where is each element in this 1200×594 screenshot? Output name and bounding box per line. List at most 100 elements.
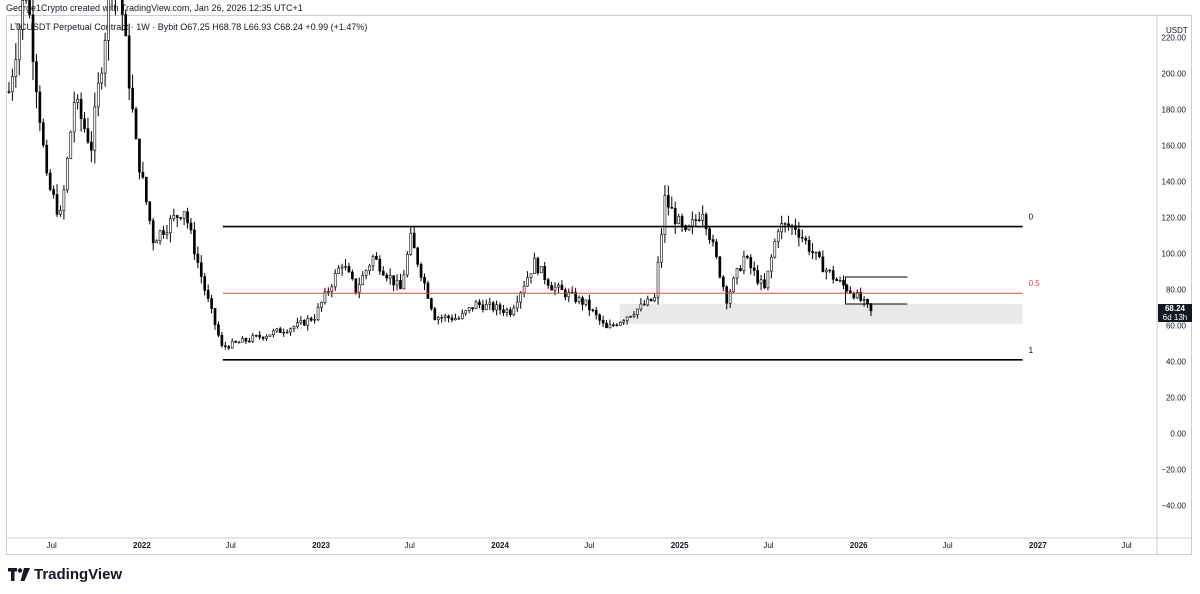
candle-body (464, 310, 468, 314)
candle-body (361, 275, 365, 286)
price-tick-label: 160.00 (1162, 142, 1187, 151)
tradingview-logo[interactable]: TradingView (8, 566, 122, 583)
candle-body (797, 229, 801, 238)
candle-body (138, 138, 141, 173)
candle-body (591, 309, 595, 311)
candle-body (148, 201, 152, 221)
price-tick-label: 140.00 (1162, 178, 1187, 187)
symbol-legend: LTCUSDT Perpetual Contract · 1W · Bybit … (10, 22, 367, 32)
candle-body (567, 292, 571, 298)
candle-body (241, 338, 244, 343)
candle-body (254, 334, 258, 337)
candle-body (677, 216, 680, 225)
fib-level-label: 0.5 (1029, 279, 1041, 288)
support-zone (619, 304, 1023, 324)
candle-body (615, 324, 619, 327)
time-tick-label: Jul (47, 541, 57, 550)
time-tick-label: 2024 (491, 541, 509, 550)
candle-body (612, 324, 615, 326)
candle-body (381, 270, 385, 276)
candle-body (519, 292, 523, 303)
candle-body (869, 303, 873, 312)
candle-body (835, 279, 838, 282)
candle-body (866, 299, 869, 304)
candle-body (41, 122, 45, 146)
candle-body (409, 232, 413, 255)
candle-body (697, 219, 701, 221)
last-price: 68.24 (1164, 303, 1186, 313)
candle-body (601, 320, 605, 324)
candle-body (395, 280, 399, 286)
candle-body (169, 218, 172, 234)
candle-body (285, 331, 289, 334)
candle-body (155, 240, 158, 244)
candle-body (21, 0, 25, 30)
candle-body (629, 315, 632, 318)
candle-body (680, 216, 684, 226)
chart-header: George1Crypto created with TradingView.c… (6, 3, 303, 13)
range-levels-layer: 00.51 (222, 213, 1041, 361)
candle-body (134, 108, 138, 140)
candle-body (704, 214, 708, 230)
candle-body (783, 223, 787, 225)
price-tick-label: 20.00 (1166, 394, 1187, 403)
candle-body (512, 307, 516, 315)
bar-countdown: 6d 13h (1162, 312, 1188, 322)
candle-body (248, 340, 251, 343)
price-axis: USDT −40.00 −20.00 0.00 20.00 40.00 60.00 80.00… (1161, 26, 1188, 511)
candle-body (632, 314, 636, 317)
candle-body (598, 314, 601, 321)
candle-body (618, 321, 622, 326)
candle-body (193, 229, 196, 255)
candle-body (419, 264, 423, 278)
candle-body (622, 320, 626, 323)
candle-body (557, 284, 560, 288)
candle-body (546, 279, 550, 286)
axis-separators (7, 16, 1191, 554)
candle-body (718, 256, 722, 278)
candle-body (45, 144, 49, 174)
symbol-name[interactable]: LTCUSDT Perpetual Contract · 1W · Bybit (10, 22, 178, 32)
candle-body (35, 61, 38, 93)
candle-body (639, 303, 643, 310)
candle-body (196, 253, 200, 263)
candle-body (443, 315, 447, 318)
candle-body (131, 87, 134, 110)
price-tick-label: 220.00 (1162, 34, 1187, 43)
candle-body (423, 277, 426, 284)
candle-body (457, 318, 461, 320)
candle-body (272, 330, 275, 336)
candle-body (100, 72, 104, 84)
consolidation-box (844, 276, 908, 305)
candle-body (282, 332, 286, 334)
candle-body (708, 228, 711, 240)
candle-body (502, 309, 505, 313)
time-tick-label: Jul (226, 541, 236, 550)
candle-body (491, 302, 495, 311)
candle-body (76, 98, 79, 103)
fib-level-label: 1 (1029, 346, 1034, 355)
candle-body (814, 251, 818, 254)
candle-body (824, 269, 828, 273)
candle-body (450, 317, 454, 321)
candle-body (831, 270, 835, 280)
candle-body (406, 254, 409, 276)
candle-body (746, 255, 749, 258)
price-tick-label: 100.00 (1162, 250, 1187, 259)
candle-body (773, 241, 777, 258)
candle-body (124, 14, 128, 37)
support-zone-layer (619, 304, 1023, 324)
candle-body (141, 171, 145, 178)
candle-body (694, 219, 698, 221)
price-tick-label: −20.00 (1161, 466, 1186, 475)
candle-body (327, 290, 330, 293)
candle-body (244, 338, 248, 342)
candle-body (120, 0, 124, 15)
candle-body (66, 158, 69, 191)
candle-body (550, 285, 553, 291)
candle-body (471, 307, 474, 310)
candle-body (780, 223, 784, 233)
candle-body (742, 255, 746, 271)
candle-body (313, 319, 316, 321)
